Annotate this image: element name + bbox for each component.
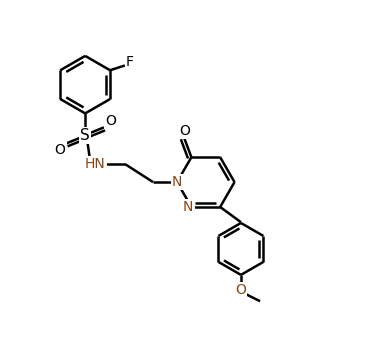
Text: O: O [105,114,116,127]
Text: N: N [172,175,182,189]
Text: O: O [179,124,190,138]
Text: N: N [183,200,193,214]
Text: O: O [235,283,246,297]
Text: HN: HN [85,157,105,171]
Text: O: O [54,143,66,157]
Text: F: F [126,55,134,69]
Text: S: S [80,128,90,143]
